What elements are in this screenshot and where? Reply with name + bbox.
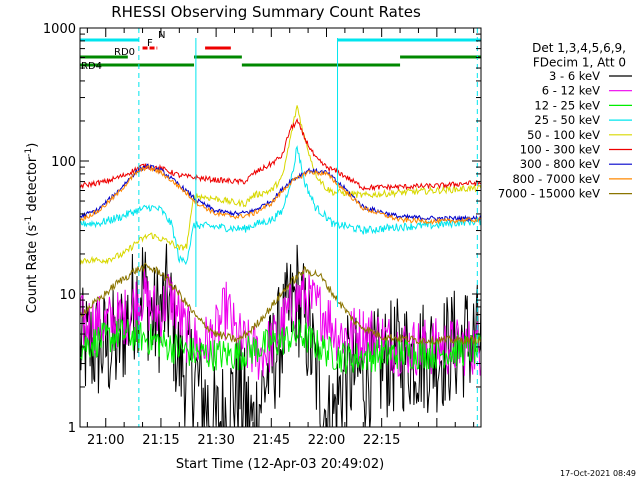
series-line-2	[80, 268, 481, 380]
legend-label: 25 - 50 keV	[534, 113, 600, 127]
x-tick-label: 22:15	[363, 433, 400, 448]
series-line-6	[80, 117, 481, 192]
y-tick-label: 1000	[43, 22, 76, 37]
vertical-markers	[138, 28, 478, 427]
series-line-3	[80, 318, 481, 374]
y-tick-label: 1	[68, 421, 76, 436]
series-line-1	[80, 243, 481, 427]
legend-header: FDecim 1, Att 0	[533, 56, 626, 70]
x-tick-label: 21:45	[253, 433, 290, 448]
x-tick-label: 21:15	[142, 433, 179, 448]
legend-label: 300 - 800 keV	[520, 157, 600, 171]
legend-label: 50 - 100 keV	[527, 128, 600, 142]
x-tick-label: 21:00	[87, 433, 124, 448]
series-line-9	[80, 262, 481, 346]
flag-label-rd4: RD4	[81, 61, 102, 72]
legend: Det 1,3,4,5,6,9,FDecim 1, Att 03 - 6 keV…	[498, 41, 632, 201]
legend-label: 12 - 25 keV	[534, 98, 600, 112]
legend-label: 7000 - 15000 keV	[498, 187, 600, 201]
x-tick-label: 21:30	[197, 433, 234, 448]
series-traces	[80, 105, 481, 427]
y-tick-label: 100	[51, 155, 76, 170]
legend-label: 6 - 12 keV	[542, 84, 600, 98]
legend-label: 100 - 300 keV	[520, 143, 600, 157]
flag-bars: NF RD0 RD4	[80, 30, 481, 72]
x-tick-label: 22:00	[308, 433, 345, 448]
y-axis-ticks: 1 10 100 1000	[43, 22, 481, 436]
series-line-8	[80, 165, 481, 225]
y-axis-label: Count Rate (s-1 detector-1)	[24, 143, 40, 314]
y-tick-label: 10	[59, 288, 76, 303]
series-line-4	[80, 145, 481, 266]
plot-frame	[79, 27, 482, 428]
chart-title: RHESSI Observing Summary Count Rates	[111, 3, 421, 21]
footer-timestamp: 17-Oct-2021 08:49	[560, 469, 636, 478]
x-axis-ticks: 21:00 21:15 21:30 21:45 22:00 22:15	[86, 28, 475, 448]
flag-label-f: F	[147, 38, 153, 49]
legend-label: 800 - 7000 keV	[512, 172, 600, 186]
series-line-7	[80, 163, 481, 223]
legend-label: 3 - 6 keV	[549, 69, 600, 83]
series-line-5	[80, 105, 481, 265]
flag-label-n: N	[158, 30, 165, 41]
legend-header: Det 1,3,4,5,6,9,	[532, 41, 626, 55]
x-axis-label: Start Time (12-Apr-03 20:49:02)	[176, 457, 384, 472]
flag-label-rd0: RD0	[114, 47, 135, 58]
